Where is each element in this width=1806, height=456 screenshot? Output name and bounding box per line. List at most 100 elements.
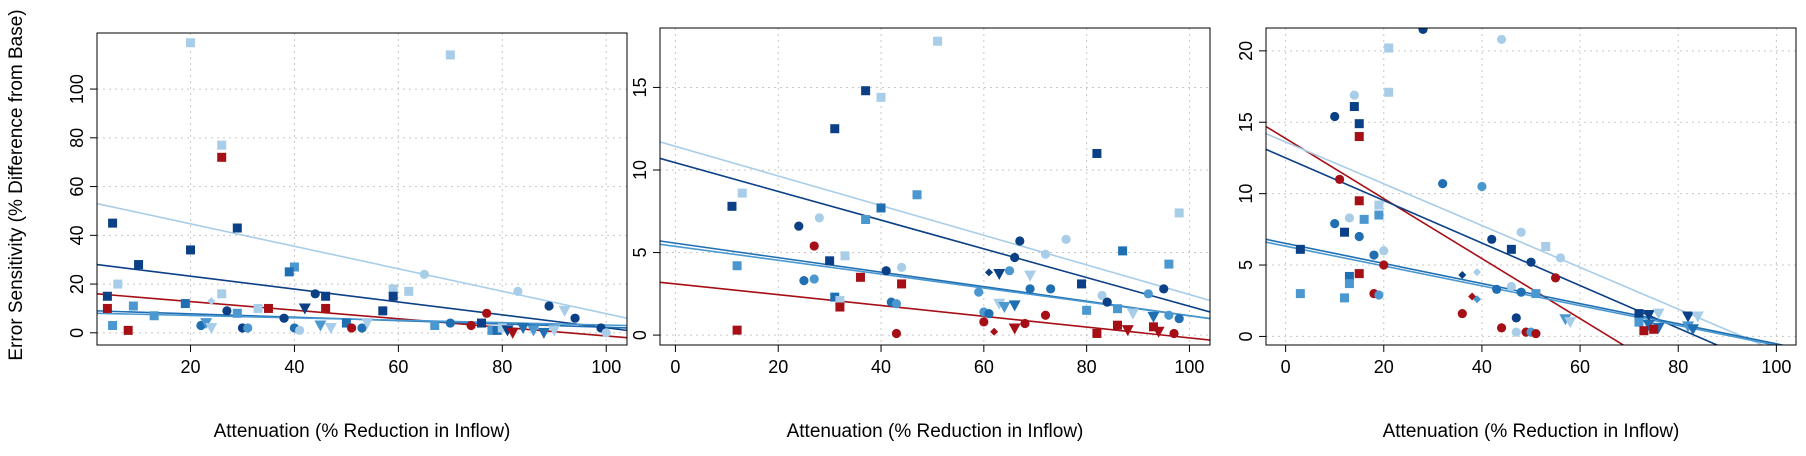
data-point <box>993 298 1006 310</box>
data-point <box>1541 241 1551 251</box>
data-point <box>1496 34 1507 45</box>
data-point <box>361 318 374 330</box>
data-point <box>1330 219 1340 229</box>
data-point <box>1477 181 1487 192</box>
x-axis-title: Attenuation (% Reduction in Inflow) <box>787 421 1084 442</box>
data-point <box>737 188 747 198</box>
data-point <box>324 322 337 334</box>
trend-line-red <box>1266 125 1625 345</box>
plot-frame <box>96 32 628 346</box>
data-point <box>310 289 320 299</box>
data-point <box>558 305 571 317</box>
x-tick-label: 80 <box>1077 357 1097 377</box>
data-point <box>1164 259 1174 269</box>
data-point <box>477 318 487 328</box>
data-point <box>1555 253 1566 263</box>
data-point <box>1511 327 1521 337</box>
data-point <box>1349 102 1359 112</box>
data-point <box>506 327 519 339</box>
data-point <box>430 321 440 330</box>
data-point <box>149 311 159 321</box>
scatter-panel-3: 0 20 40 60 80 100 0 5 10 15 20 Attenuation (% Reduc… <box>1236 27 1797 442</box>
data-point <box>217 152 227 162</box>
data-point <box>876 203 886 213</box>
y-tick-label: 0 <box>1236 331 1256 341</box>
y-tick-label: 15 <box>630 77 650 97</box>
data-point <box>388 291 398 301</box>
data-point <box>1169 328 1179 339</box>
x-tick-label: 20 <box>1374 357 1394 377</box>
data-point <box>289 262 299 272</box>
trend-line-light-blue <box>1266 132 1765 345</box>
data-point <box>1379 260 1389 270</box>
data-point <box>830 124 840 134</box>
data-point <box>835 302 845 312</box>
data-point <box>814 213 824 223</box>
y-tick-label: 100 <box>67 74 87 104</box>
data-point <box>1691 311 1704 323</box>
data-point <box>1024 270 1037 282</box>
data-point <box>108 218 118 228</box>
data-point <box>1004 266 1015 276</box>
data-point <box>1112 304 1122 314</box>
data-point <box>513 286 523 296</box>
data-point <box>180 299 190 309</box>
data-point <box>1340 227 1350 237</box>
data-point <box>1040 249 1051 259</box>
data-point <box>1511 313 1521 323</box>
x-tick-label: 40 <box>1472 357 1492 377</box>
data-point <box>1457 308 1467 319</box>
data-point <box>1374 210 1384 220</box>
data-point <box>1082 305 1092 315</box>
y-tick-label: 10 <box>630 160 650 180</box>
data-point <box>1516 287 1526 297</box>
data-point <box>1682 321 1695 333</box>
data-point <box>1634 317 1644 327</box>
data-point <box>1354 269 1364 279</box>
data-point <box>835 295 845 305</box>
y-tick-label: 5 <box>1236 260 1256 270</box>
data-point <box>794 221 804 231</box>
data-point <box>1550 273 1561 283</box>
y-tick-label: 0 <box>67 328 87 338</box>
x-tick-label: 40 <box>871 357 891 377</box>
scatter-panel-1: 20 40 60 80 100 0 20 40 60 80 100 Attenuation (% Re… <box>67 32 628 442</box>
data-point <box>1374 200 1384 210</box>
data-point <box>799 276 809 286</box>
data-point <box>1418 28 1428 35</box>
data-point <box>1354 119 1364 129</box>
x-tick-label: 60 <box>974 357 994 377</box>
x-tick-label: 80 <box>492 357 512 377</box>
data-point <box>388 284 398 294</box>
data-point <box>1349 90 1359 100</box>
data-point <box>128 301 138 311</box>
data-point <box>1506 244 1516 254</box>
data-point <box>1008 300 1021 312</box>
x-tick-label: 100 <box>591 357 621 377</box>
data-point <box>1344 213 1355 223</box>
data-point <box>243 323 253 333</box>
data-point <box>1143 289 1153 299</box>
data-point <box>1369 250 1379 260</box>
data-point <box>1092 328 1102 338</box>
data-point <box>993 269 1006 281</box>
data-point <box>113 279 123 289</box>
data-point <box>1379 246 1389 256</box>
data-point <box>378 306 388 316</box>
data-point <box>876 92 886 102</box>
data-point <box>990 327 999 336</box>
data-point <box>1526 257 1536 267</box>
data-point <box>466 320 476 331</box>
data-point <box>279 313 289 323</box>
data-point <box>482 308 492 318</box>
data-point <box>891 328 902 339</box>
data-point <box>123 325 133 335</box>
x-axis-title: Attenuation (% Reduction in Inflow) <box>1383 421 1680 442</box>
data-point <box>1496 323 1507 333</box>
data-point <box>1174 208 1184 218</box>
data-point <box>974 287 984 297</box>
data-point <box>809 274 819 284</box>
data-point <box>998 302 1011 314</box>
data-point <box>1642 320 1655 332</box>
